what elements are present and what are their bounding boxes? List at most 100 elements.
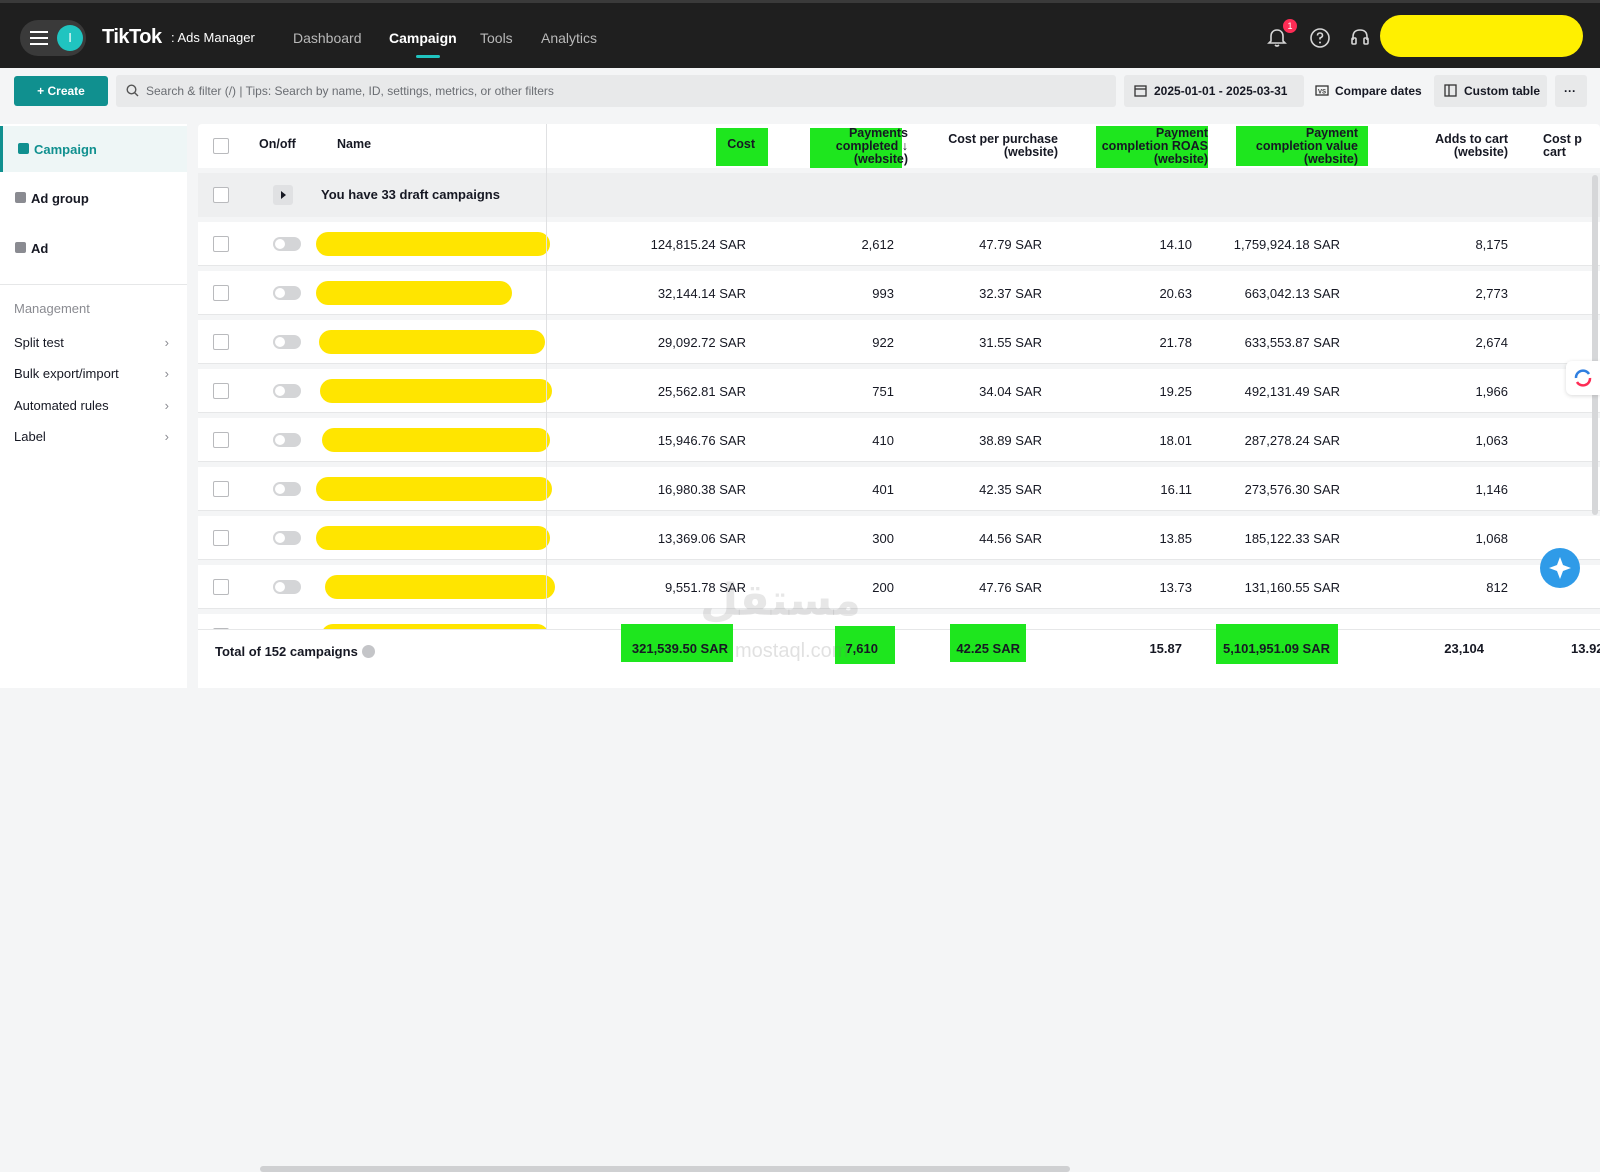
campaign-name-redaction[interactable] — [319, 330, 545, 354]
bell-icon[interactable] — [1266, 27, 1288, 49]
sidebar-item-ad[interactable]: Ad — [0, 225, 187, 271]
table-row[interactable]: 9,551.78 SAR 200 47.76 SAR 13.73 131,160.55 … — [198, 565, 1600, 609]
row-checkbox[interactable] — [213, 432, 229, 448]
menu-button[interactable]: I — [20, 20, 86, 56]
header-line: Payment — [1305, 126, 1358, 140]
status-toggle[interactable] — [273, 580, 301, 594]
status-toggle[interactable] — [273, 384, 301, 398]
info-icon[interactable] — [362, 645, 375, 658]
campaign-table: On/off Name Cost Payments completed ↓ (w… — [198, 124, 1600, 1172]
row-checkbox[interactable] — [213, 187, 229, 203]
col-adds-to-cart[interactable]: Adds to cart (website) — [1368, 133, 1508, 159]
campaign-name-redaction[interactable] — [316, 281, 512, 305]
cell-payment-value: 633,553.87 SAR — [1244, 335, 1340, 350]
table-footer-totals: Total of 152 campaigns 321,539.50 SAR 7,… — [198, 624, 1600, 1172]
sidebar-item-label: Campaign — [34, 142, 97, 157]
table-row[interactable]: 16,980.38 SAR 401 42.35 SAR 16.11 273,576.30… — [198, 467, 1600, 511]
compare-dates-button[interactable]: VS Compare dates — [1305, 75, 1429, 107]
cell-adds-to-cart: 812 — [1486, 580, 1508, 595]
date-range-picker[interactable]: 2025-01-01 - 2025-03-31 — [1124, 75, 1304, 107]
cell-payment-value: 1,759,924.18 SAR — [1233, 237, 1340, 252]
campaign-name-redaction[interactable] — [325, 575, 555, 599]
status-toggle[interactable] — [273, 286, 301, 300]
sidebar-link-automated-rules[interactable]: Automated rules › — [14, 398, 169, 413]
campaign-name-redaction[interactable] — [316, 526, 550, 550]
ai-assistant-button[interactable] — [1540, 548, 1580, 588]
table-row[interactable]: 32,144.14 SAR 993 32.37 SAR 20.63 663,042.13… — [198, 271, 1600, 315]
status-toggle[interactable] — [273, 433, 301, 447]
status-toggle[interactable] — [273, 482, 301, 496]
draft-campaigns-row[interactable]: You have 33 draft campaigns — [198, 173, 1600, 217]
more-options-button[interactable]: ··· — [1555, 75, 1587, 107]
caret-right-icon — [281, 191, 286, 199]
row-checkbox[interactable] — [213, 285, 229, 301]
nav-dashboard[interactable]: Dashboard — [293, 30, 362, 46]
cell-payment-value: 663,042.13 SAR — [1244, 286, 1340, 301]
header-highlight — [810, 128, 902, 168]
support-headset-icon[interactable] — [1349, 27, 1371, 49]
search-filter-input[interactable]: Search & filter (/) | Tips: Search by na… — [116, 75, 1116, 107]
campaign-name-redaction[interactable] — [320, 379, 552, 403]
campaign-name-redaction[interactable] — [322, 428, 550, 452]
table-columns-icon — [1444, 84, 1457, 97]
horizontal-scrollbar[interactable] — [260, 1166, 1070, 1172]
col-payments-completed[interactable]: Payments completed ↓ (website) — [788, 127, 908, 166]
row-checkbox[interactable] — [213, 383, 229, 399]
custom-table-button[interactable]: Custom table — [1434, 75, 1547, 107]
search-icon — [126, 84, 139, 97]
help-icon[interactable] — [1309, 27, 1331, 49]
sidebar-item-campaign[interactable]: Campaign — [0, 126, 187, 172]
table-row[interactable]: 25,562.81 SAR 751 34.04 SAR 19.25 492,131.49… — [198, 369, 1600, 413]
campaign-name-redaction[interactable] — [316, 477, 552, 501]
col-cost-per-cart[interactable]: Cost p cart — [1543, 133, 1582, 159]
sidebar-item-ad-group[interactable]: Ad group — [0, 175, 187, 221]
sidebar-link-label[interactable]: Label › — [14, 429, 169, 444]
nav-tools[interactable]: Tools — [480, 30, 513, 46]
col-cost[interactable]: Cost — [727, 137, 755, 151]
col-name[interactable]: Name — [337, 137, 372, 151]
row-checkbox[interactable] — [213, 481, 229, 497]
table-row[interactable]: 13,369.06 SAR 300 44.56 SAR 13.85 185,122.33… — [198, 516, 1600, 560]
workspace-avatar[interactable]: I — [57, 25, 83, 51]
calendar-icon — [1134, 85, 1147, 97]
col-payment-value[interactable]: Payment completion value (website) — [1208, 127, 1358, 166]
cell-payment-value: 273,576.30 SAR — [1244, 482, 1340, 497]
total-highlight — [835, 626, 895, 664]
col-payment-roas[interactable]: Payment completion ROAS (website) — [1068, 127, 1208, 166]
col-onoff[interactable]: On/off — [259, 137, 296, 151]
watermark-sub: mostaql.com — [735, 640, 849, 662]
status-toggle[interactable] — [273, 335, 301, 349]
header-line: (website) — [1153, 152, 1208, 166]
sidebar-item-label: Ad group — [31, 191, 89, 206]
cell-payments: 410 — [872, 433, 894, 448]
campaign-name-redaction[interactable] — [316, 232, 550, 256]
table-row[interactable]: 124,815.24 SAR 2,612 47.79 SAR 14.10 1,759,9… — [198, 222, 1600, 266]
header-highlight — [1096, 126, 1208, 168]
row-checkbox[interactable] — [213, 236, 229, 252]
table-row[interactable]: 29,092.72 SAR 922 31.55 SAR 21.78 633,553.87… — [198, 320, 1600, 364]
create-button[interactable]: + Create — [14, 76, 108, 106]
table-row[interactable]: 15,946.76 SAR 410 38.89 SAR 18.01 287,278.24… — [198, 418, 1600, 462]
row-checkbox[interactable] — [213, 530, 229, 546]
nav-campaign[interactable]: Campaign — [389, 30, 457, 46]
cell-adds-to-cart: 1,063 — [1475, 433, 1508, 448]
status-toggle[interactable] — [273, 237, 301, 251]
cell-roas: 21.78 — [1159, 335, 1192, 350]
status-toggle[interactable] — [273, 531, 301, 545]
col-cost-per-purchase[interactable]: Cost per purchase (website) — [918, 133, 1058, 159]
select-all-checkbox[interactable] — [213, 138, 229, 154]
account-redaction[interactable] — [1380, 15, 1583, 57]
cell-cost-per-purchase: 42.35 SAR — [979, 482, 1042, 497]
expand-button[interactable] — [273, 185, 293, 205]
row-checkbox[interactable] — [213, 334, 229, 350]
total-highlight — [950, 624, 1026, 662]
row-checkbox[interactable] — [213, 579, 229, 595]
vertical-scrollbar[interactable] — [1592, 175, 1598, 515]
sidebar-link-split-test[interactable]: Split test › — [14, 335, 169, 350]
header-line: cart — [1543, 145, 1566, 159]
header-line: Adds to cart — [1435, 132, 1508, 146]
cell-payment-value: 492,131.49 SAR — [1244, 384, 1340, 399]
sync-float-button[interactable] — [1566, 361, 1600, 395]
sidebar-link-bulk-export[interactable]: Bulk export/import › — [14, 366, 169, 381]
nav-analytics[interactable]: Analytics — [541, 30, 598, 46]
